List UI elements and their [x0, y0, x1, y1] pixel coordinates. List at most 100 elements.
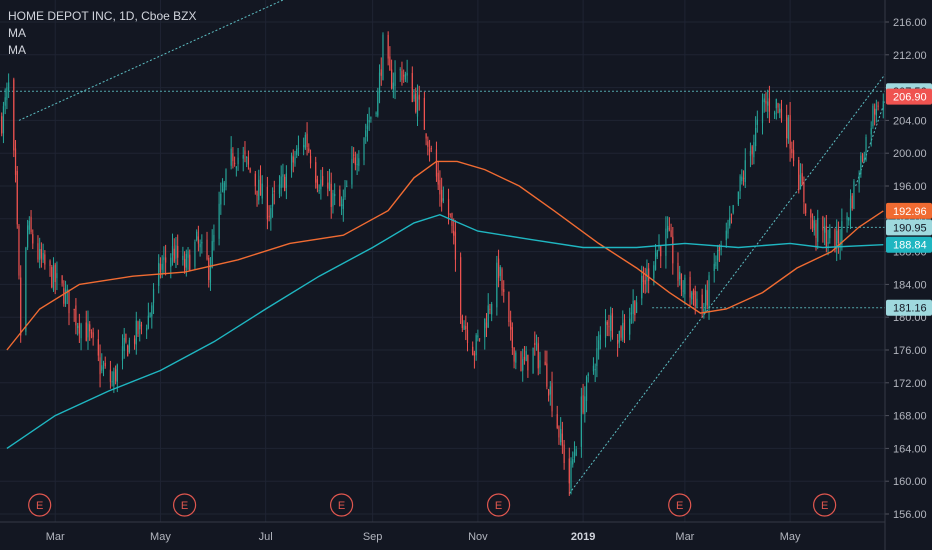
earnings-marker[interactable]: E — [813, 493, 837, 517]
candle-body — [575, 449, 577, 456]
price-label-badge[interactable]: 192.96 — [886, 202, 932, 219]
candle-body — [491, 303, 493, 315]
moving-averages — [6, 160, 884, 449]
candle — [611, 308, 614, 340]
candle — [634, 300, 636, 322]
candle — [73, 308, 75, 322]
candle — [606, 320, 608, 337]
candle-body — [706, 290, 708, 306]
candle-body — [127, 345, 129, 357]
candle-body — [64, 289, 67, 304]
candle — [163, 246, 165, 274]
candle-body — [606, 321, 608, 325]
candle-body — [199, 243, 201, 248]
candle-body — [363, 138, 365, 161]
candle-body — [701, 294, 703, 309]
earnings-circle[interactable] — [28, 493, 52, 517]
candle-body — [51, 267, 53, 288]
candle-body — [453, 230, 455, 236]
candle-body — [308, 148, 310, 152]
candle-body — [810, 210, 812, 218]
candle — [344, 180, 346, 200]
candle-body — [52, 265, 55, 291]
earnings-circle[interactable] — [172, 493, 197, 517]
candle-body — [558, 426, 560, 438]
candle-body — [775, 98, 777, 109]
candle — [182, 246, 184, 266]
candle-body — [580, 396, 582, 447]
candle — [656, 249, 658, 260]
ma-legend-fast[interactable]: MA — [8, 26, 26, 40]
earnings-marker[interactable]: E — [329, 493, 354, 517]
candle — [858, 170, 860, 193]
earnings-marker[interactable]: E — [172, 493, 197, 517]
candle — [556, 405, 558, 430]
candle — [197, 225, 199, 252]
candle — [246, 156, 248, 168]
candle-body — [465, 326, 467, 330]
candle — [85, 310, 87, 342]
candle-body — [401, 70, 403, 81]
candle-body — [573, 452, 576, 459]
price-label-badge[interactable]: 206.90 — [886, 88, 932, 105]
candle — [660, 245, 662, 269]
candle — [135, 311, 137, 355]
candle-body — [587, 373, 589, 376]
candle — [755, 116, 757, 152]
candle — [92, 327, 94, 346]
candle-body — [296, 149, 298, 155]
earnings-circle[interactable] — [329, 493, 354, 517]
time-axis[interactable]: Mar May Jul Sep Nov 2019 Mar May — [0, 521, 885, 543]
earnings-circle[interactable] — [486, 493, 511, 517]
candle — [667, 216, 669, 239]
candle — [411, 66, 413, 103]
candle-body — [503, 289, 505, 292]
earnings-marker[interactable]: E — [28, 493, 52, 517]
candle — [585, 375, 588, 413]
candle — [366, 113, 369, 142]
candle — [161, 255, 163, 279]
earnings-circle[interactable] — [813, 493, 837, 517]
candle-body — [39, 249, 41, 260]
candle-body — [501, 269, 503, 291]
candle — [32, 229, 34, 250]
earnings-circle[interactable] — [668, 493, 692, 517]
candle — [104, 356, 106, 369]
candle — [539, 351, 541, 375]
candle — [789, 102, 791, 162]
price-label-badge[interactable]: 181.16 — [886, 299, 932, 316]
candle-body — [472, 346, 474, 355]
candle — [668, 217, 670, 232]
candle — [511, 322, 513, 355]
candle — [472, 341, 474, 356]
candle — [608, 314, 610, 337]
candle-body — [594, 369, 596, 371]
price-label-badge[interactable]: 188.84 — [886, 236, 932, 253]
y-tick-label: 164.00 — [893, 443, 927, 455]
candle — [704, 284, 707, 313]
candle-body — [221, 189, 224, 191]
candle — [727, 219, 729, 239]
earnings-marker[interactable]: E — [486, 493, 511, 517]
candle-body — [829, 228, 831, 239]
candle-body — [466, 329, 469, 344]
candle — [418, 85, 420, 111]
candle-body — [197, 236, 199, 244]
ma-legend-slow[interactable]: MA — [8, 43, 26, 57]
candle-body — [660, 246, 662, 257]
candle-body — [585, 377, 588, 401]
candle — [271, 187, 274, 218]
candle-body — [427, 141, 429, 147]
price-label-badge[interactable]: 190.95 — [886, 219, 932, 236]
candle — [266, 176, 268, 230]
candle — [20, 265, 22, 343]
symbol-title[interactable]: HOME DEPOT INC, 1D, Cboe BZX — [8, 9, 197, 23]
candle — [133, 335, 136, 350]
candle-body — [125, 334, 127, 342]
candle — [811, 213, 814, 232]
candle-body — [223, 182, 225, 193]
candle-body — [703, 309, 705, 313]
candle — [454, 220, 457, 272]
earnings-marker[interactable]: E — [668, 493, 692, 517]
